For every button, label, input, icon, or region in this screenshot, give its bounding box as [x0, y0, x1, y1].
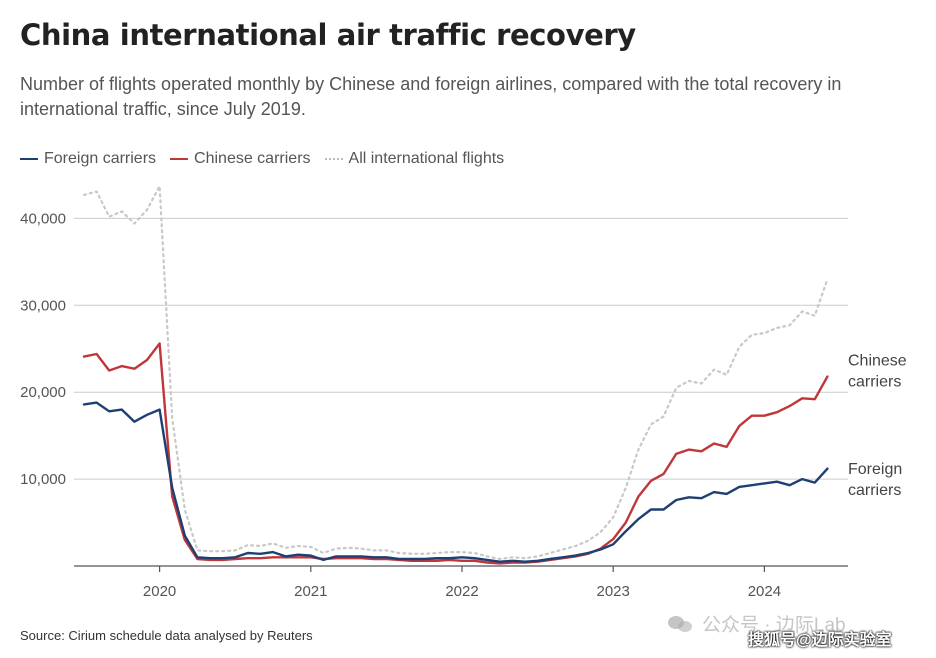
legend-item-foreign: Foreign carriers — [20, 150, 156, 168]
source-note: Source: Cirium schedule data analysed by… — [20, 628, 313, 643]
chart-title: China international air traffic recovery — [20, 18, 636, 52]
end-label-foreign-line-0: Foreign — [848, 461, 902, 478]
legend-swatch-foreign — [20, 158, 38, 160]
x-tick-label-2020: 2020 — [143, 583, 176, 600]
end-label-chinese-line-0: Chinese — [848, 353, 907, 370]
series-line-chinese — [82, 342, 829, 565]
wechat-icon — [668, 614, 694, 634]
end-label-chinese: Chinese carriers — [848, 353, 907, 391]
legend-swatch-all — [324, 158, 343, 160]
legend-swatch-chinese — [170, 158, 189, 160]
legend: Foreign carriers Chinese carriers All in… — [20, 150, 518, 168]
chart-subtitle: Number of flights operated monthly by Ch… — [20, 74, 842, 119]
series-line-all — [82, 185, 829, 561]
watermark: 公众号 · 边际Lab — [668, 610, 846, 637]
end-label-chinese-line-1: carriers — [848, 374, 901, 391]
legend-item-all: All international flights — [324, 150, 505, 168]
legend-label-foreign: Foreign carriers — [44, 150, 157, 167]
legend-item-chinese: Chinese carriers — [170, 150, 311, 168]
y-tick-label-30000: 30,000 — [20, 297, 66, 314]
x-tick-label-2024: 2024 — [748, 583, 781, 600]
y-tick-label-20000: 20,000 — [20, 384, 66, 401]
y-tick-label-40000: 40,000 — [20, 210, 66, 227]
series-line-foreign — [82, 401, 829, 563]
watermark-text: 公众号 · 边际Lab — [702, 615, 846, 636]
legend-label-all: All international flights — [348, 150, 505, 167]
sohu-watermark: 搜狐号@边际实验室 — [748, 632, 892, 649]
x-tick-label-2023: 2023 — [597, 583, 630, 600]
grid-layer — [74, 217, 848, 480]
x-tick-label-2022: 2022 — [445, 583, 478, 600]
series-layer — [82, 185, 829, 565]
end-label-foreign-line-1: carriers — [848, 482, 901, 499]
x-tick-label-2021: 2021 — [294, 583, 327, 600]
legend-label-chinese: Chinese carriers — [194, 150, 311, 167]
end-label-foreign: Foreign carriers — [848, 461, 902, 499]
y-tick-label-10000: 10,000 — [20, 471, 66, 488]
axis-layer: 10,000 20,000 30,000 40,000 2020 2021 2022 2023… — [20, 210, 907, 600]
